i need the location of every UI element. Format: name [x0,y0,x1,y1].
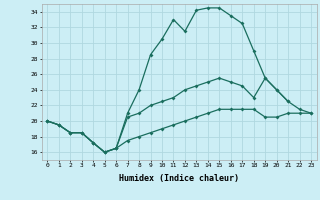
X-axis label: Humidex (Indice chaleur): Humidex (Indice chaleur) [119,174,239,183]
